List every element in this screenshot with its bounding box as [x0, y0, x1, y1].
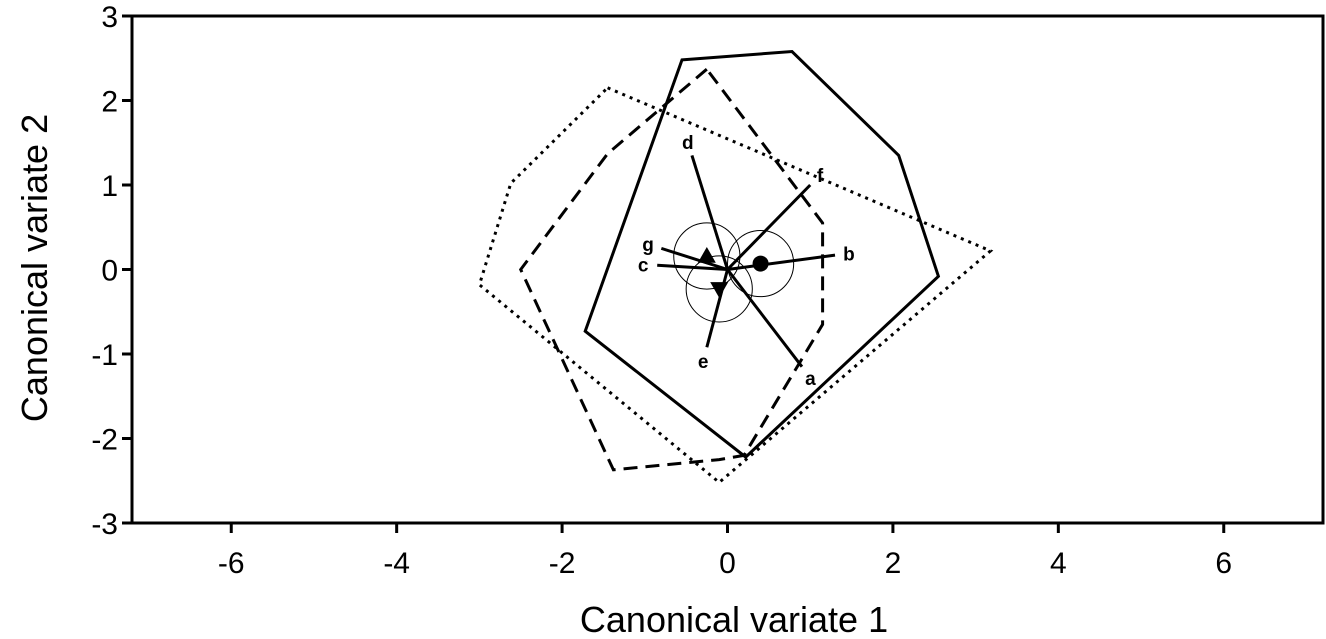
- centroid-marker-triangle-down: [710, 282, 729, 298]
- x-tick-label: -6: [218, 547, 245, 580]
- vector-g: [660, 246, 728, 271]
- vector-label-f: f: [817, 166, 824, 187]
- vector-e: [705, 269, 729, 348]
- hull-dotted-group-3: [477, 86, 994, 485]
- centroid-marker-circle: [752, 255, 769, 272]
- x-tick-label: -4: [383, 547, 410, 580]
- y-tick-label: 3: [101, 1, 118, 34]
- centroid-marker-triangle-up: [697, 246, 716, 263]
- vector-label-b: b: [843, 244, 855, 265]
- vector-label-d: d: [682, 133, 694, 154]
- x-tick-label: 2: [885, 547, 902, 580]
- group-hulls: [477, 49, 994, 485]
- x-axis-ticks: -6 -4 -2 0 2 4 6: [218, 523, 1232, 580]
- x-tick-label: -2: [549, 547, 576, 580]
- confidence-circle-group-2: [685, 255, 753, 323]
- y-tick-label: -2: [91, 424, 118, 457]
- x-axis-title: Canonical variate 1: [580, 599, 888, 639]
- confidence-circles: [673, 222, 795, 323]
- vector-b: [727, 253, 836, 271]
- vector-f: [726, 183, 812, 271]
- y-tick-label: 1: [101, 170, 118, 203]
- vector-c: [657, 263, 728, 271]
- vector-label-g: g: [642, 235, 654, 256]
- vector-label-c: c: [638, 255, 649, 276]
- y-tick-label: -1: [91, 339, 118, 372]
- y-tick-label: 2: [101, 86, 118, 119]
- x-tick-label: 0: [719, 547, 736, 580]
- vector-label-e: e: [698, 352, 709, 373]
- vector-d: [690, 154, 729, 270]
- vector-a: [726, 268, 804, 368]
- hull-solid-group-1: [583, 49, 941, 460]
- y-tick-label: -3: [91, 508, 118, 541]
- y-tick-label: 0: [101, 255, 118, 288]
- y-axis-title: Canonical variate 2: [14, 114, 55, 422]
- vector-label-a: a: [805, 369, 816, 390]
- x-tick-label: 6: [1215, 547, 1232, 580]
- x-tick-label: 4: [1050, 547, 1067, 580]
- group-centroid-markers: [697, 246, 769, 298]
- confidence-circle-group-1: [727, 230, 795, 298]
- y-axis-ticks: -3 -2 -1 0 1 2 3: [91, 1, 132, 541]
